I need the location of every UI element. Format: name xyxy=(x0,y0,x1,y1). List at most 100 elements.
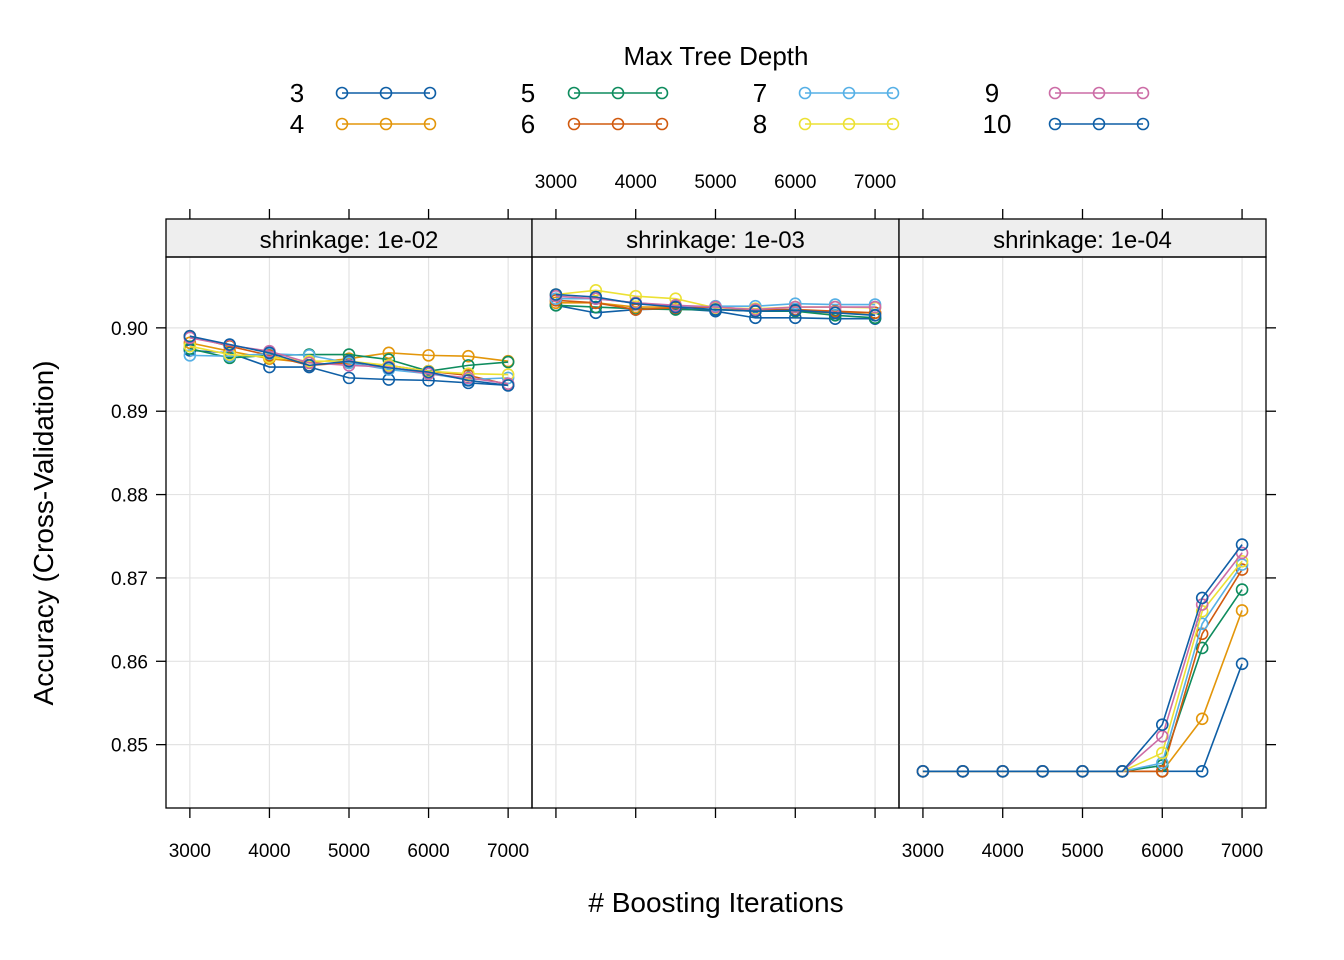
data-point xyxy=(1155,746,1169,760)
data-point xyxy=(183,336,197,350)
data-point xyxy=(263,346,276,360)
data-point xyxy=(183,339,197,353)
y-tick-label: 0.88 xyxy=(111,486,148,507)
data-point xyxy=(916,765,930,778)
legend-marker xyxy=(1092,86,1106,100)
y-tick-label: 0.85 xyxy=(111,736,148,757)
data-point xyxy=(382,361,396,375)
data-point xyxy=(589,290,603,304)
data-point xyxy=(422,349,435,362)
data-point xyxy=(342,354,356,368)
series-line xyxy=(555,295,876,311)
legend-label: 6 xyxy=(521,109,535,139)
data-point xyxy=(1155,756,1169,770)
y-axis-title: Accuracy (Cross-Validation) xyxy=(28,361,59,706)
legend-marker xyxy=(611,86,625,100)
data-point xyxy=(382,346,396,360)
panel-strip xyxy=(898,218,1267,258)
data-point xyxy=(788,304,802,317)
y-tick-label: 0.90 xyxy=(111,319,148,340)
x-tick-label: 7000 xyxy=(1221,841,1263,862)
data-point xyxy=(788,297,802,310)
series-line xyxy=(555,293,876,317)
data-point xyxy=(422,374,435,387)
data-point xyxy=(1235,563,1249,576)
x-tick-label-top: 3000 xyxy=(535,172,577,193)
data-point xyxy=(996,765,1010,778)
legend-label: 7 xyxy=(753,78,767,108)
series-line xyxy=(922,544,1243,773)
data-point xyxy=(1235,538,1249,551)
series-line xyxy=(189,335,509,387)
legend-marker xyxy=(842,117,856,131)
data-point xyxy=(1036,765,1049,778)
data-point xyxy=(868,309,882,322)
data-point xyxy=(1195,641,1209,655)
x-tick-label: 5000 xyxy=(1061,841,1103,862)
data-point xyxy=(1195,712,1209,726)
data-point xyxy=(1195,765,1209,778)
data-point xyxy=(422,365,435,379)
panel-strip-label: shrinkage: 1e-04 xyxy=(993,227,1172,254)
x-tick-label: 7000 xyxy=(487,841,529,862)
series-10 xyxy=(549,288,882,322)
series-10 xyxy=(916,538,1249,778)
legend-marker xyxy=(655,86,669,100)
data-point xyxy=(1235,604,1249,617)
data-point xyxy=(549,288,563,301)
legend-marker xyxy=(567,86,581,100)
data-point xyxy=(342,359,356,372)
legend-marker xyxy=(1092,117,1106,131)
legend-marker xyxy=(1048,117,1062,131)
legend-label: 3 xyxy=(290,78,304,108)
data-point xyxy=(788,300,802,314)
data-point xyxy=(589,300,603,314)
data-point xyxy=(183,349,197,362)
legend-marker xyxy=(335,117,349,131)
data-point xyxy=(302,359,316,372)
panel: shrinkage: 1e-02 3000 4000 5000 6000 7000 xyxy=(165,209,533,862)
data-point xyxy=(1076,765,1089,778)
legend-marker xyxy=(611,117,625,131)
x-axis-title: # Boosting Iterations xyxy=(588,887,843,918)
y-axis: 0.85 0.86 0.87 0.88 0.89 0.90 xyxy=(111,319,1276,757)
x-tick-label-top: 7000 xyxy=(854,172,896,193)
legend-label: 10 xyxy=(983,109,1012,139)
data-point xyxy=(868,300,882,314)
legend-marker xyxy=(886,86,900,100)
legend-marker xyxy=(379,86,393,100)
legend-marker xyxy=(567,117,581,131)
panel-strip-label: shrinkage: 1e-02 xyxy=(260,227,439,254)
series-line xyxy=(189,347,509,373)
series-line xyxy=(189,342,509,364)
panel: shrinkage: 1e-03 3000 4000 5000 6000 7000 xyxy=(531,172,900,818)
data-point xyxy=(1235,583,1249,596)
legend-marker xyxy=(798,86,812,100)
data-point xyxy=(223,338,236,351)
data-point xyxy=(1116,765,1129,778)
data-point xyxy=(1235,657,1249,671)
data-point xyxy=(629,297,643,310)
y-tick-label: 0.87 xyxy=(111,569,148,590)
data-point xyxy=(669,300,682,314)
series-10 xyxy=(183,329,515,392)
x-tick-label-top: 5000 xyxy=(694,172,736,193)
data-point xyxy=(501,379,515,392)
data-point xyxy=(342,371,356,385)
legend-marker xyxy=(379,117,393,131)
data-point xyxy=(828,306,842,320)
data-point xyxy=(462,374,475,387)
panel: shrinkage: 1e-04 3000 4000 5000 6000 7000 xyxy=(898,209,1267,862)
data-point xyxy=(1155,765,1169,778)
legend-marker xyxy=(655,117,669,131)
x-tick-label: 4000 xyxy=(248,841,290,862)
data-point xyxy=(1195,591,1209,605)
data-point xyxy=(501,355,515,369)
x-tick-label: 4000 xyxy=(982,841,1024,862)
legend-marker xyxy=(423,86,437,100)
legend-label: 9 xyxy=(985,78,999,108)
legend-marker xyxy=(798,117,812,131)
data-point xyxy=(462,367,475,381)
